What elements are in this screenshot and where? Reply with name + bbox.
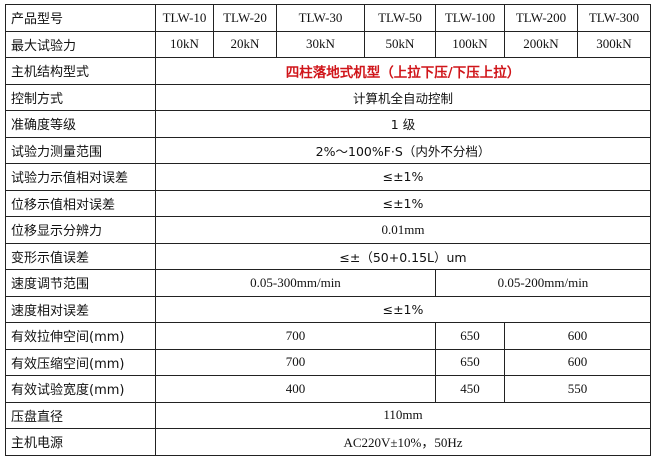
row-label: 压盘直径 [5,401,156,429]
row-control: 控制方式 计算机全自动控制 [5,83,651,111]
model-cell: TLW-10 [155,4,214,32]
force-error-value: ≤±1% [155,163,651,191]
row-disp-resolution: 位移显示分辨力 0.01mm [5,216,651,244]
row-label: 有效试验宽度(mm) [5,375,156,403]
row-compress-space: 有效压缩空间(mm) 700 650 600 [5,348,651,376]
value-cell: 400 [155,375,436,403]
row-label: 速度相对误差 [5,295,156,323]
row-label: 有效压缩空间(mm) [5,348,156,376]
row-disp-error: 位移示值相对误差 ≤±1% [5,189,651,217]
model-cell: TLW-50 [364,4,436,32]
row-label: 控制方式 [5,83,156,111]
value-cell: 650 [435,322,505,350]
row-tensile-space: 有效拉伸空间(mm) 700 650 600 [5,322,651,350]
model-cell: TLW-200 [504,4,578,32]
force-range-value: 2%～100%F·S（内外不分档） [155,136,651,164]
force-cell: 50kN [364,30,436,58]
value-cell: 450 [435,375,505,403]
row-speed-range: 速度调节范围 0.05-300mm/min 0.05-200mm/min [5,269,651,297]
row-max-force: 最大试验力 10kN 20kN 30kN 50kN 100kN 200kN 30… [5,30,651,58]
row-test-width: 有效试验宽度(mm) 400 450 550 [5,375,651,403]
force-cell: 300kN [577,30,651,58]
speed-range-value: 0.05-200mm/min [435,269,651,297]
force-cell: 30kN [276,30,365,58]
row-label: 试验力示值相对误差 [5,163,156,191]
speed-range-value: 0.05-300mm/min [155,269,436,297]
force-cell: 100kN [435,30,505,58]
model-cell: TLW-30 [276,4,365,32]
row-label: 试验力测量范围 [5,136,156,164]
force-cell: 10kN [155,30,214,58]
value-cell: 700 [155,322,436,350]
control-value: 计算机全自动控制 [155,83,651,111]
model-cell: TLW-20 [213,4,277,32]
row-platen: 压盘直径 110mm [5,401,651,429]
row-label: 最大试验力 [5,30,156,58]
row-label: 主机结构型式 [5,57,156,85]
row-deform-error: 变形示值误差 ≤±（50+0.15L）um [5,242,651,270]
row-label: 变形示值误差 [5,242,156,270]
row-accuracy: 准确度等级 1 级 [5,110,651,138]
row-label: 位移示值相对误差 [5,189,156,217]
structure-value: 四柱落地式机型（上拉下压/下压上拉） [155,57,651,85]
speed-error-value: ≤±1% [155,295,651,323]
deform-error-value: ≤±（50+0.15L）um [155,242,651,270]
accuracy-value: 1 级 [155,110,651,138]
disp-resolution-value: 0.01mm [155,216,651,244]
platen-value: 110mm [155,401,651,429]
row-force-error: 试验力示值相对误差 ≤±1% [5,163,651,191]
row-label: 速度调节范围 [5,269,156,297]
row-model: 产品型号 TLW-10 TLW-20 TLW-30 TLW-50 TLW-100… [5,4,651,32]
row-label: 有效拉伸空间(mm) [5,322,156,350]
row-speed-error: 速度相对误差 ≤±1% [5,295,651,323]
model-cell: TLW-300 [577,4,651,32]
row-structure: 主机结构型式 四柱落地式机型（上拉下压/下压上拉） [5,57,651,85]
row-force-range: 试验力测量范围 2%～100%F·S（内外不分档） [5,136,651,164]
row-label: 准确度等级 [5,110,156,138]
value-cell: 700 [155,348,436,376]
spec-table: 产品型号 TLW-10 TLW-20 TLW-30 TLW-50 TLW-100… [5,4,651,456]
value-cell: 600 [504,322,651,350]
value-cell: 550 [504,375,651,403]
row-label: 位移显示分辨力 [5,216,156,244]
force-cell: 20kN [213,30,277,58]
force-cell: 200kN [504,30,578,58]
disp-error-value: ≤±1% [155,189,651,217]
row-power: 主机电源 AC220V±10%，50Hz [5,428,651,456]
row-label: 产品型号 [5,4,156,32]
value-cell: 650 [435,348,505,376]
model-cell: TLW-100 [435,4,505,32]
power-value: AC220V±10%，50Hz [155,428,651,456]
value-cell: 600 [504,348,651,376]
row-label: 主机电源 [5,428,156,456]
